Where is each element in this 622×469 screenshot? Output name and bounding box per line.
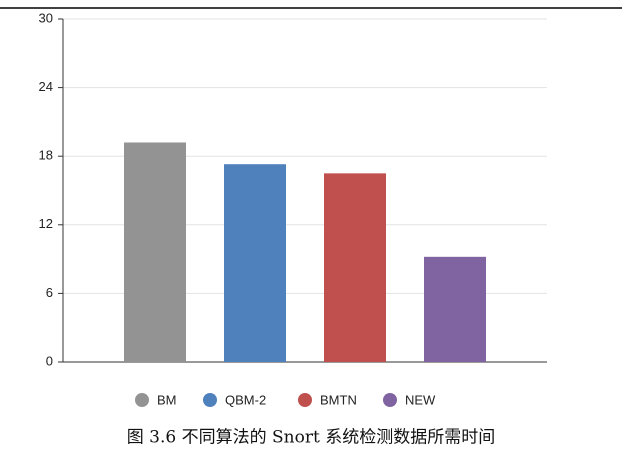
legend-swatch (135, 393, 149, 407)
y-tick-label: 18 (39, 148, 53, 163)
legend-label: NEW (405, 392, 436, 407)
bar (224, 164, 286, 362)
bar (124, 142, 186, 362)
legend-label: QBM-2 (225, 392, 266, 407)
y-tick-label: 6 (46, 285, 53, 300)
y-tick-label: 24 (39, 79, 53, 94)
y-tick-label: 0 (46, 353, 53, 368)
chart-caption: 图 3.6 不同算法的 Snort 系统检测数据所需时间 (127, 428, 495, 448)
y-tick-label: 12 (39, 216, 53, 231)
bar (424, 256, 486, 362)
legend-swatch (298, 393, 312, 407)
y-tick-label: 30 (39, 10, 53, 25)
legend-label: BMTN (320, 392, 357, 407)
legend-label: BM (157, 392, 177, 407)
legend-swatch (203, 393, 217, 407)
legend-swatch (383, 393, 397, 407)
bar (324, 173, 386, 362)
